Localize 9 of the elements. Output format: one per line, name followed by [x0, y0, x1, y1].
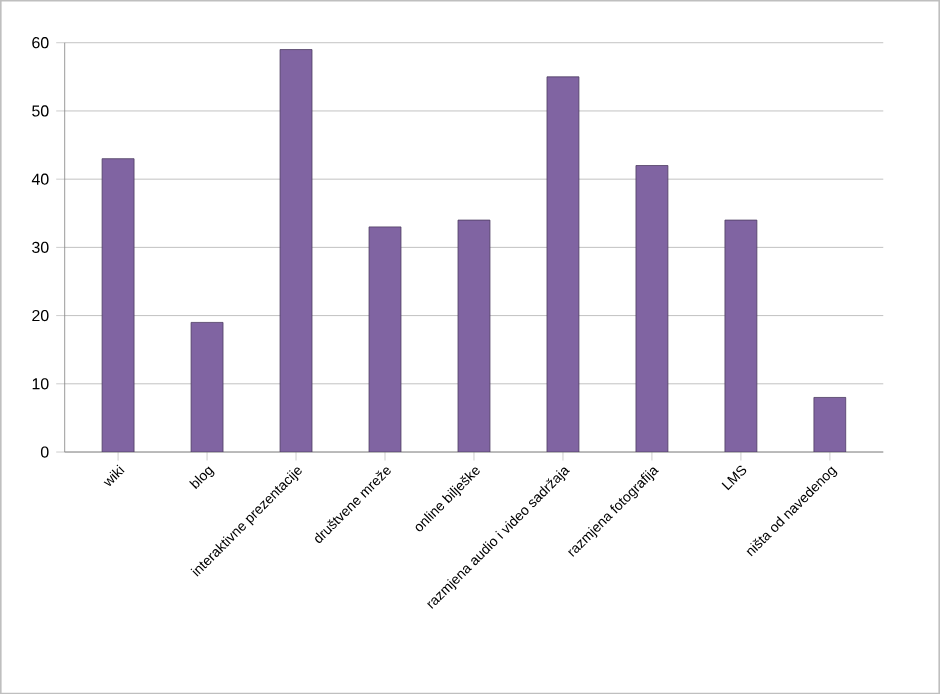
bar	[368, 226, 402, 452]
bar	[724, 219, 758, 452]
bar	[813, 396, 847, 452]
bar	[279, 48, 313, 452]
bar	[635, 164, 669, 452]
bar	[457, 219, 491, 452]
bar	[190, 321, 224, 452]
bar	[546, 76, 580, 452]
bar	[101, 158, 135, 452]
